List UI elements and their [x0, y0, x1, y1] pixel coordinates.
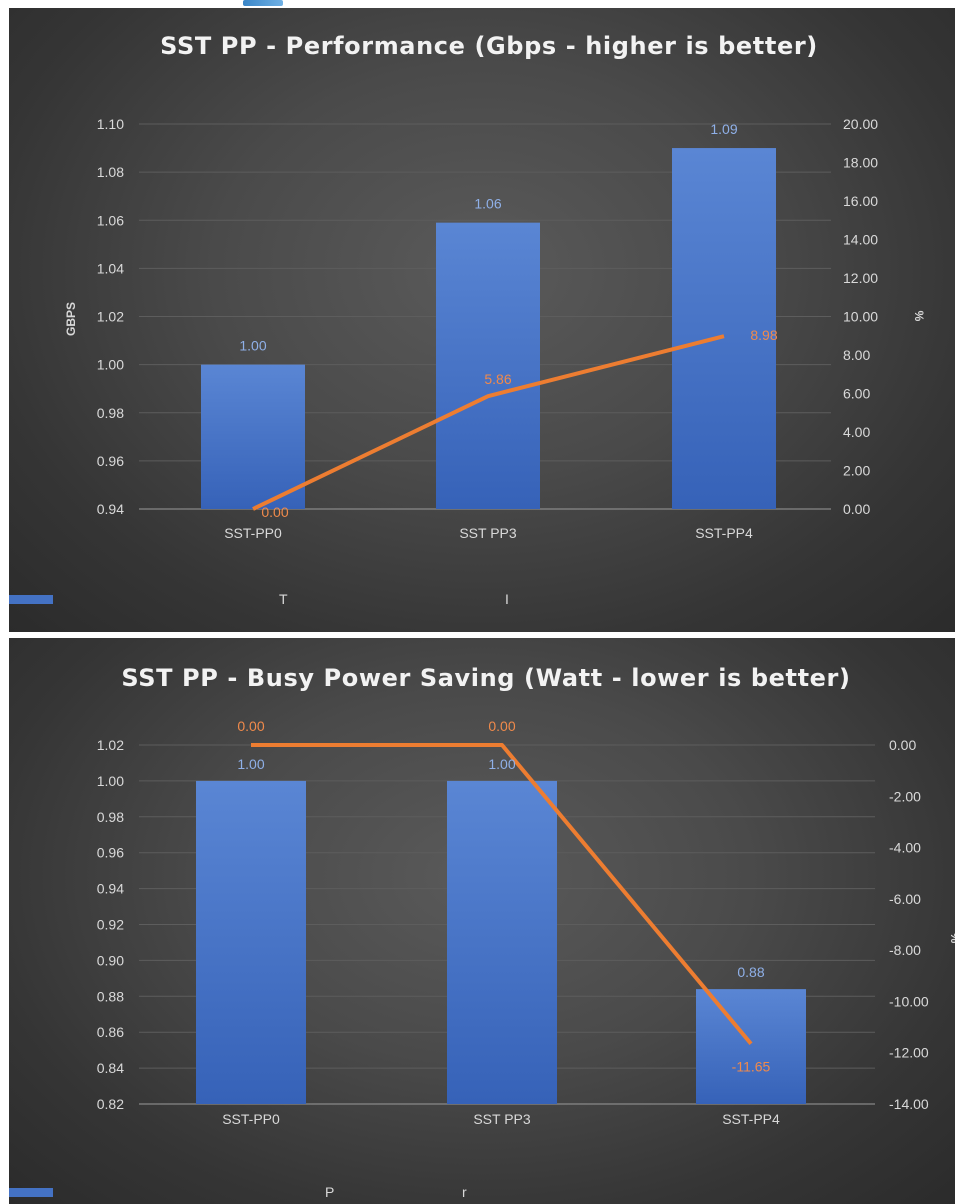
x-tick-label: SST-PP4 [695, 525, 753, 541]
y2-tick-label: 16.00 [843, 193, 878, 209]
y-tick-label: 0.94 [97, 501, 124, 517]
x-tick-label: SST PP3 [473, 1111, 531, 1127]
line-performance [252, 334, 725, 511]
y2-tick-label: 4.00 [843, 424, 870, 440]
y-tick-label: 0.88 [97, 988, 124, 1004]
y2-axis-title: % [912, 311, 926, 322]
line-data-label: 0.00 [488, 718, 515, 734]
bar-data-label: 0.88 [737, 964, 764, 980]
x-tick-label: SST-PP4 [722, 1111, 780, 1127]
y-tick-label: 1.00 [97, 357, 124, 373]
performance-chart-panel: SST PP - Performance (Gbps - higher is b… [9, 8, 955, 632]
line-data-label: 0.00 [237, 718, 264, 734]
y2-tick-label: 8.00 [843, 347, 870, 363]
y-axis-title: GBPS [64, 302, 78, 336]
y2-tick-label: -2.00 [889, 788, 921, 804]
y2-tick-label: -4.00 [889, 840, 921, 856]
y-tick-label: 0.92 [97, 917, 124, 933]
y-tick-label: 0.94 [97, 881, 124, 897]
y2-tick-label: 14.00 [843, 232, 878, 248]
bar-performance-1 [201, 364, 305, 509]
legend-bar-swatch [9, 1188, 53, 1197]
chart-title: SST PP - Busy Power Saving (Watt - lower… [121, 664, 850, 692]
y2-tick-label: -14.00 [889, 1096, 929, 1112]
header-fragment [243, 0, 283, 6]
bar-data-label: 1.09 [710, 121, 737, 137]
y2-tick-label: 0.00 [889, 737, 916, 753]
line-data-label: 0.00 [261, 504, 288, 520]
y2-axis-title: % [948, 933, 955, 944]
y-tick-label: 1.02 [97, 309, 124, 325]
y-tick-label: 0.82 [97, 1096, 124, 1112]
y-tick-label: 1.06 [97, 212, 124, 228]
bar-power-3 [696, 989, 806, 1104]
y2-tick-label: -12.00 [889, 1045, 929, 1061]
legend-line-label: Improved (%) Gbps [505, 591, 955, 607]
top-strip [0, 0, 956, 8]
x-tick-label: SST-PP0 [222, 1111, 280, 1127]
x-tick-label: SST-PP0 [224, 525, 282, 541]
y2-tick-label: 2.00 [843, 463, 870, 479]
bar-data-label: 1.00 [488, 756, 515, 772]
bar-performance-2 [436, 222, 540, 509]
y2-tick-label: 10.00 [843, 309, 878, 325]
bar-data-label: 1.00 [237, 756, 264, 772]
bar-performance-3 [672, 148, 776, 509]
performance-chart: SST PP - Performance (Gbps - higher is b… [9, 32, 955, 607]
line-data-label: 8.98 [750, 327, 777, 343]
line-data-label: 5.86 [484, 371, 511, 387]
y2-tick-label: 18.00 [843, 155, 878, 171]
legend-bar-label: Throughput (Gbps) [279, 591, 955, 607]
bar-power-1 [196, 780, 306, 1104]
y-tick-label: 0.96 [97, 845, 124, 861]
bar-data-label: 1.00 [239, 338, 266, 354]
y-tick-label: 1.00 [97, 773, 124, 789]
chart-title: SST PP - Performance (Gbps - higher is b… [160, 32, 818, 60]
y2-tick-label: 6.00 [843, 386, 870, 402]
y-tick-label: 1.10 [97, 116, 124, 132]
y2-tick-label: 20.00 [843, 116, 878, 132]
legend-bar-swatch [9, 595, 53, 604]
y-tick-label: 0.98 [97, 809, 124, 825]
y2-tick-label: -8.00 [889, 942, 921, 958]
y-tick-label: 1.02 [97, 737, 124, 753]
x-tick-label: SST PP3 [459, 525, 517, 541]
y-tick-label: 0.90 [97, 952, 124, 968]
power-saving-chart-panel: SST PP - Busy Power Saving (Watt - lower… [9, 638, 955, 1204]
y2-tick-label: 0.00 [843, 501, 870, 517]
legend-bar-label: Power (watt) [325, 1184, 955, 1200]
y-tick-label: 0.96 [97, 453, 124, 469]
line-power [251, 743, 753, 1046]
line-data-label: -11.65 [732, 1059, 771, 1075]
bar-data-label: 1.06 [474, 196, 501, 212]
y2-tick-label: -6.00 [889, 891, 921, 907]
y-tick-label: 1.08 [97, 164, 124, 180]
y2-tick-label: -10.00 [889, 993, 929, 1009]
y-tick-label: 1.04 [97, 260, 124, 276]
y-tick-label: 0.86 [97, 1024, 124, 1040]
y-tick-label: 0.98 [97, 405, 124, 421]
legend-line-label: reduced (%) Watt [462, 1184, 955, 1200]
y-tick-label: 0.84 [97, 1060, 124, 1076]
power-saving-chart: SST PP - Busy Power Saving (Watt - lower… [9, 664, 955, 1200]
bar-power-2 [447, 780, 557, 1104]
y2-tick-label: 12.00 [843, 270, 878, 286]
